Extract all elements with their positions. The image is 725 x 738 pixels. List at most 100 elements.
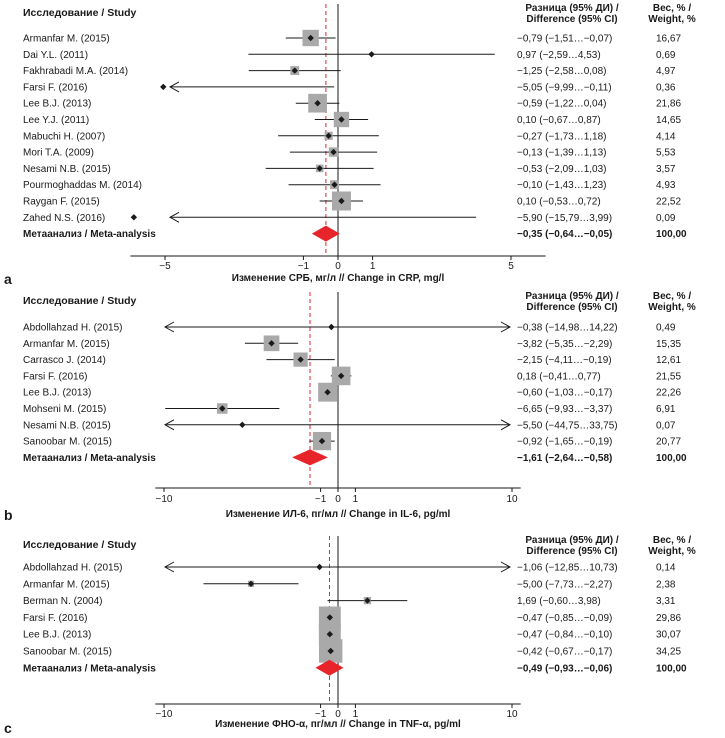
study-weight: 4,97 [656, 66, 676, 77]
study-row: Sanoobar M. (2015) −0,92 (−1,65…−0,19) 20,… [23, 431, 681, 451]
study-name: Sanoobar M. (2015) [23, 647, 112, 658]
point-estimate [337, 372, 345, 380]
meta-label: Метаанализ / Meta-analysis [23, 663, 156, 674]
study-name: Nesami N.B. (2015) [23, 420, 111, 431]
study-name: Pourmoghaddas M. (2014) [23, 180, 142, 191]
study-name: Zahed N.S. (2016) [23, 213, 105, 224]
x-axis-label: Изменение СРБ, мг/л // Change in CRP, mg… [232, 273, 445, 284]
study-name: Lee B.J. (2013) [23, 99, 91, 110]
study-name: Lee B.J. (2013) [23, 630, 91, 641]
meta-diamond [292, 449, 328, 466]
point-estimate [239, 421, 246, 428]
study-name: Armanfar M. (2015) [23, 579, 110, 590]
study-ci: −0,53 (−2,09…1,03) [517, 164, 607, 175]
study-row: Raygan F. (2015) 0,10 (−0,53…0,72) 22,52 [23, 191, 681, 211]
study-name: Lee B.J. (2013) [23, 388, 91, 399]
study-ci: 0,97 (−2,59…4,53) [517, 50, 601, 61]
study-ci: −5,00 (−7,73…−2,27) [517, 579, 612, 590]
study-ci: 0,18 (−0,41…0,77) [517, 371, 601, 382]
study-weight: 0,14 [656, 563, 676, 574]
study-name: Nesami N.B. (2015) [23, 164, 111, 175]
study-name: Lee Y.J. (2011) [23, 115, 89, 126]
study-row: Lee Y.J. (2011) 0,10 (−0,67…0,87) 14,65 [23, 111, 681, 128]
header-weight: Вес, % / [653, 535, 691, 546]
study-weight: 15,35 [656, 339, 681, 350]
study-ci: −0,27 (−1,73…1,18) [517, 131, 607, 142]
study-row: Mori T.A. (2009) −0,13 (−1,39…1,13) 5,53 [23, 147, 676, 159]
meta-label: Метаанализ / Meta-analysis [23, 453, 156, 464]
study-name: Abdollahzad H. (2015) [23, 323, 123, 334]
header-study: Исследование / Study [23, 539, 137, 551]
header-difference-en: Difference (95% CI) [526, 546, 617, 557]
point-estimate [330, 148, 337, 156]
header-difference: Разница (95% ДИ) / [525, 535, 619, 546]
study-name: Dai Y.L. (2011) [23, 50, 88, 61]
study-name: Armanfar M. (2015) [23, 339, 110, 350]
tick-label: −10 [156, 709, 173, 720]
study-weight: 6,91 [656, 404, 676, 415]
study-name: Berman N. (2004) [23, 596, 102, 607]
study-row: Zahed N.S. (2016) −5,90 (−15,79…3,99) 0,09 [23, 211, 676, 224]
header-study: Исследование / Study [23, 295, 137, 307]
meta-analysis-row: Метаанализ / Meta-analysis −1,61 (−2,64…−… [23, 449, 687, 466]
tick-label: 0 [335, 261, 341, 272]
study-weight: 3,31 [656, 596, 676, 607]
study-row: Lee B.J. (2013) −0,47 (−0,84…−0,10) 30,07 [23, 623, 681, 646]
point-estimate [219, 405, 226, 412]
meta-weight: 100,00 [656, 229, 687, 240]
study-name: Sanoobar M. (2015) [23, 437, 112, 448]
header-weight: Вес, % / [653, 3, 691, 14]
tick-label: 10 [506, 494, 518, 505]
point-estimate [324, 389, 331, 396]
study-ci: −5,50 (−44,75…33,75) [517, 420, 618, 431]
tick-label: 5 [508, 261, 514, 272]
study-row: Fakhrabadi M.A. (2014) −1,25 (−2,58…0,08)… [23, 66, 676, 77]
meta-ci: −0,49 (−0,93…−0,06) [517, 663, 612, 674]
point-estimate [327, 647, 334, 655]
study-name: Abdollahzad H. (2015) [23, 563, 123, 574]
point-estimate [368, 51, 375, 58]
ci-arrow-left [168, 211, 180, 223]
study-row: Farsi F. (2016) 0,18 (−0,41…0,77) 21,55 [23, 366, 681, 386]
study-ci: −1,25 (−2,58…0,08) [517, 66, 607, 77]
study-weight: 0,07 [656, 420, 676, 431]
study-ci: −0,79 (−1,51…−0,07) [517, 34, 612, 45]
header-weight-en: Weight, % [648, 302, 696, 313]
study-name: Raygan F. (2015) [23, 197, 100, 208]
point-estimate [364, 597, 371, 604]
point-estimate [316, 563, 323, 571]
study-ci: −1,06 (−12,85…10,73) [517, 563, 618, 574]
study-row: Armanfar M. (2015) −3,82 (−5,35…−2,29) 15,… [23, 335, 681, 352]
study-ci: −0,47 (−0,85…−0,09) [517, 613, 612, 624]
forest-panel-c: Исследование / Study Разница (95% ДИ) /Di… [4, 535, 696, 736]
study-row: Dai Y.L. (2011) 0,97 (−2,59…4,53) 0,69 [23, 50, 676, 61]
tick-label: −10 [156, 494, 173, 505]
header-difference-en: Difference (95% CI) [526, 14, 617, 25]
meta-analysis-row: Метаанализ / Meta-analysis −0,35 (−0,64…−… [23, 225, 687, 242]
point-estimate [326, 614, 334, 621]
study-ci: −0,42 (−0,67…−0,17) [517, 647, 612, 658]
study-ci: −6,65 (−9,93…−3,37) [517, 404, 612, 415]
study-ci: −0,38 (−14,98…14,22) [517, 323, 618, 334]
header-weight-en: Weight, % [648, 546, 696, 557]
study-weight: 5,53 [656, 148, 676, 159]
point-estimate [291, 67, 298, 74]
point-estimate [326, 631, 334, 638]
study-weight: 0,09 [656, 213, 676, 224]
ci-arrow-right [500, 419, 512, 431]
study-ci: −0,47 (−0,84…−0,10) [517, 630, 612, 641]
study-weight: 14,65 [656, 115, 681, 126]
study-name: Fakhrabadi M.A. (2014) [23, 66, 128, 77]
point-estimate [325, 132, 332, 139]
header-weight: Вес, % / [653, 291, 691, 302]
study-weight: 12,61 [656, 355, 681, 366]
point-estimate [338, 116, 345, 123]
panel-label: c [4, 720, 12, 736]
study-weight: 16,67 [656, 34, 681, 45]
meta-diamond [315, 659, 344, 676]
study-name: Armanfar M. (2015) [23, 34, 110, 45]
point-estimate [338, 197, 345, 205]
point-estimate [130, 214, 138, 221]
